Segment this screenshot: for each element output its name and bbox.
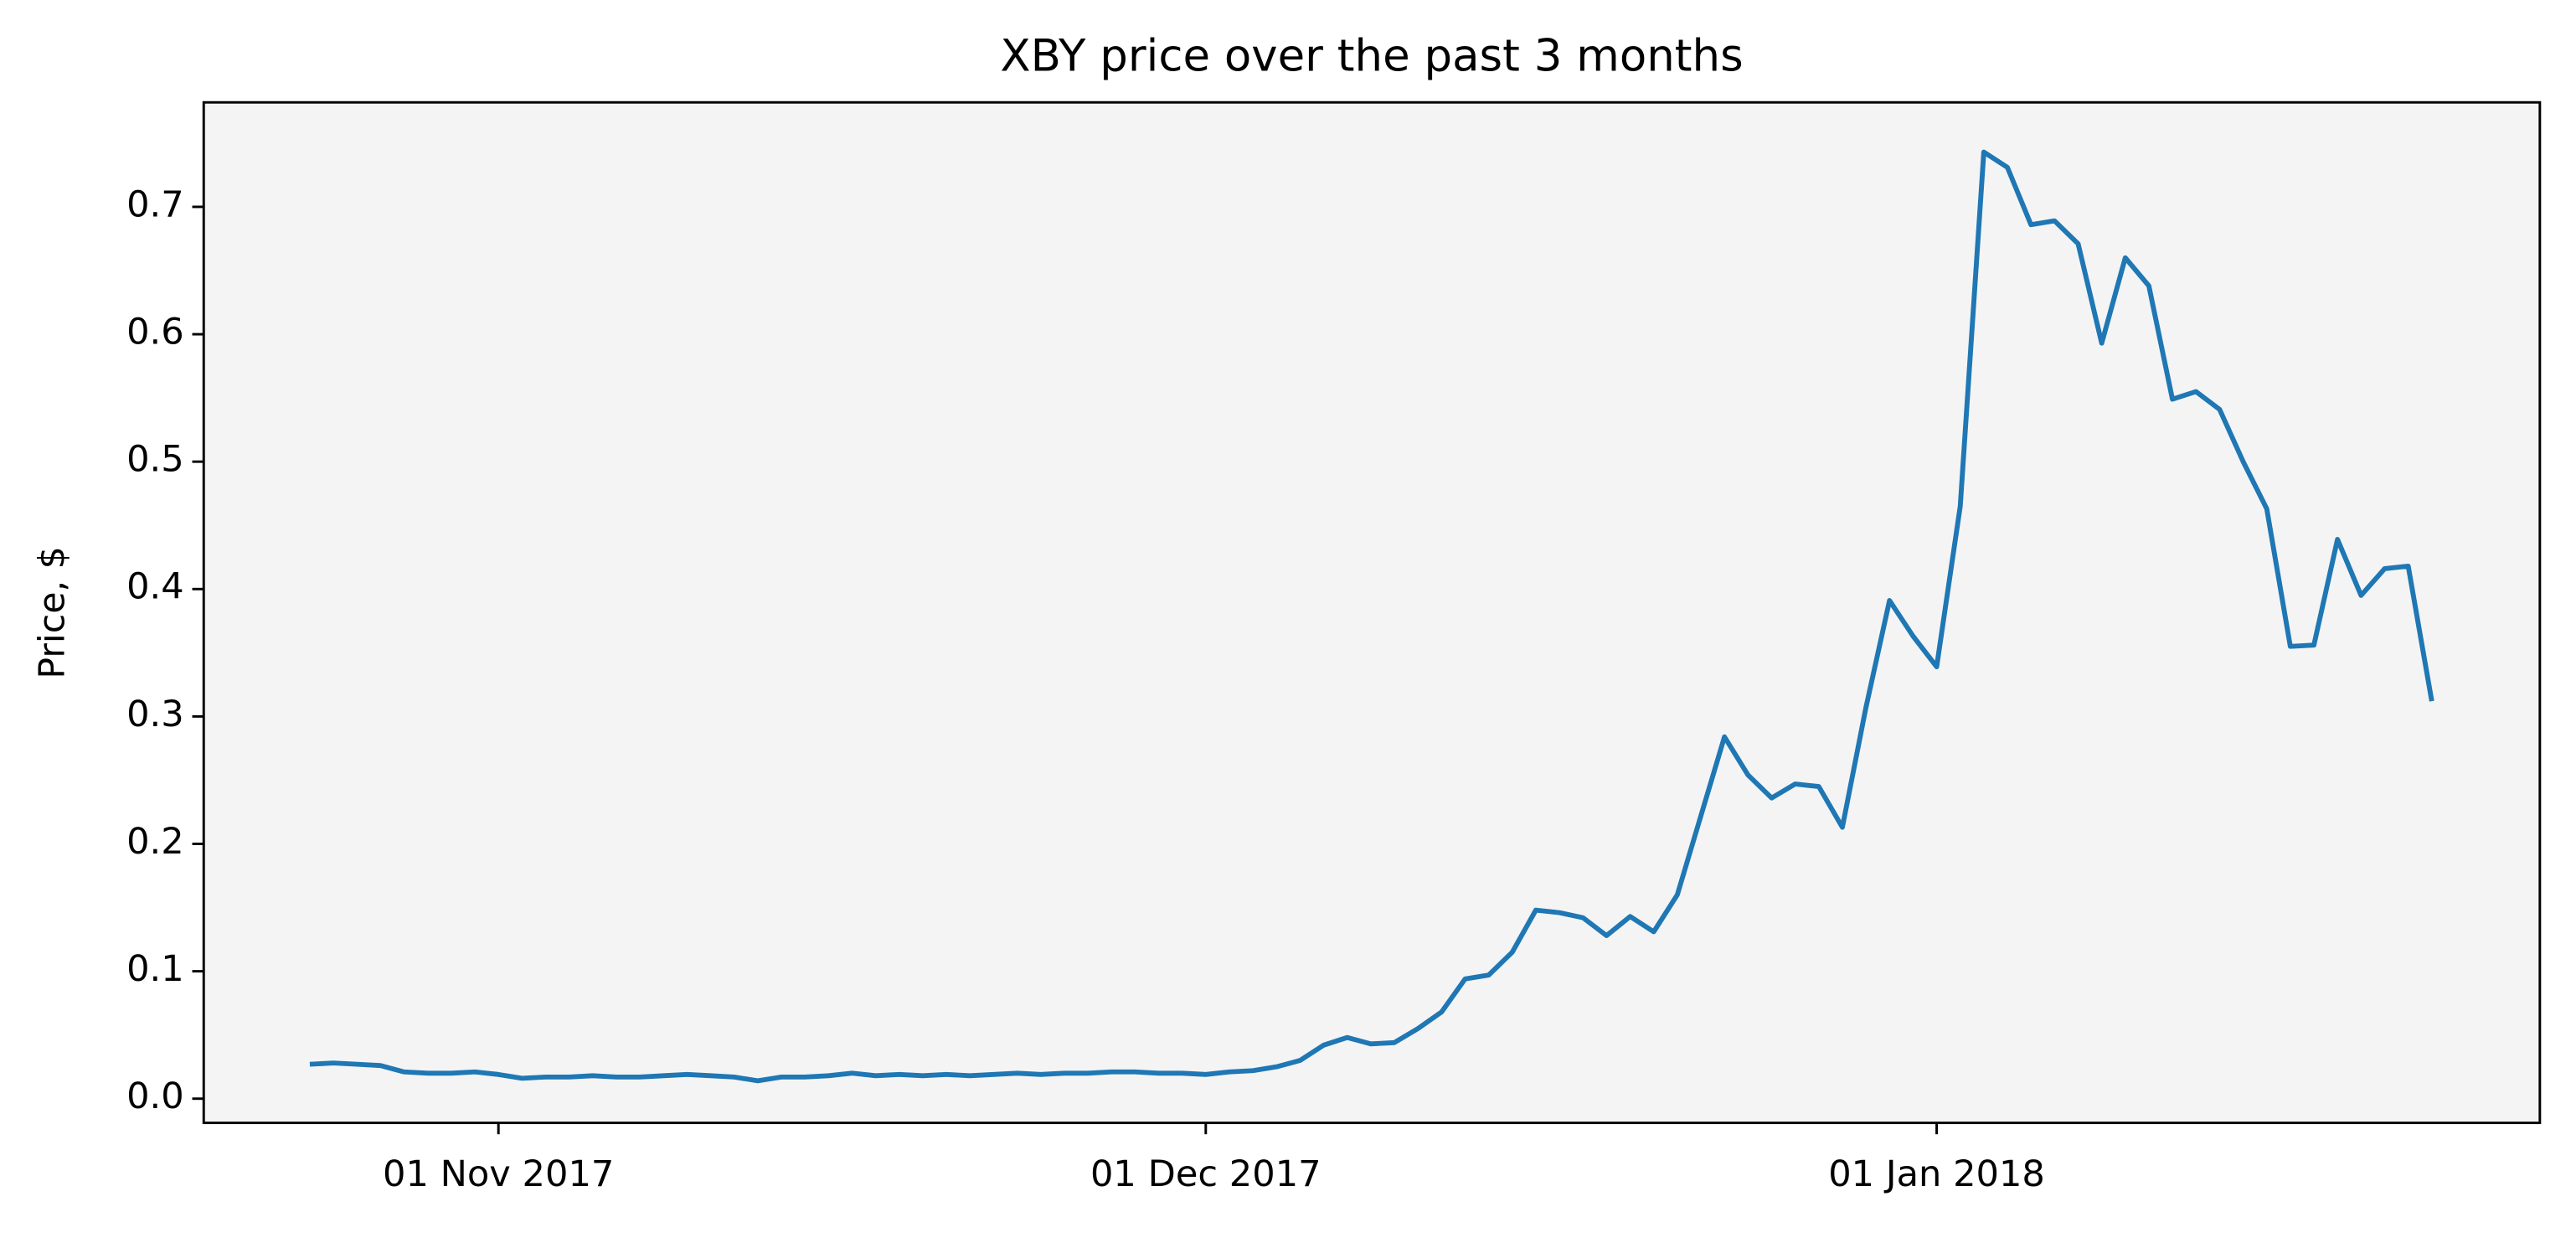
- y-axis-label: Price, $: [31, 546, 73, 678]
- x-tick-label: 01 Nov 2017: [383, 1153, 614, 1195]
- y-tick-label: 0.5: [126, 439, 184, 481]
- y-tick-label: 0.7: [126, 184, 184, 226]
- y-tick-label: 0.2: [126, 821, 184, 863]
- price-line: [309, 149, 2434, 1084]
- plot-area: [204, 102, 2540, 1123]
- x-tick-label: 01 Jan 2018: [1828, 1153, 2045, 1195]
- x-tick-label: 01 Dec 2017: [1090, 1153, 1321, 1195]
- y-tick-label: 0.0: [126, 1075, 184, 1117]
- y-tick-label: 0.3: [126, 694, 184, 735]
- chart-title: XBY price over the past 3 months: [1000, 31, 1743, 82]
- y-tick-label: 0.6: [126, 312, 184, 353]
- y-tick-label: 0.1: [126, 948, 184, 990]
- plot-frame: [202, 101, 2542, 1125]
- y-tick-label: 0.4: [126, 566, 184, 608]
